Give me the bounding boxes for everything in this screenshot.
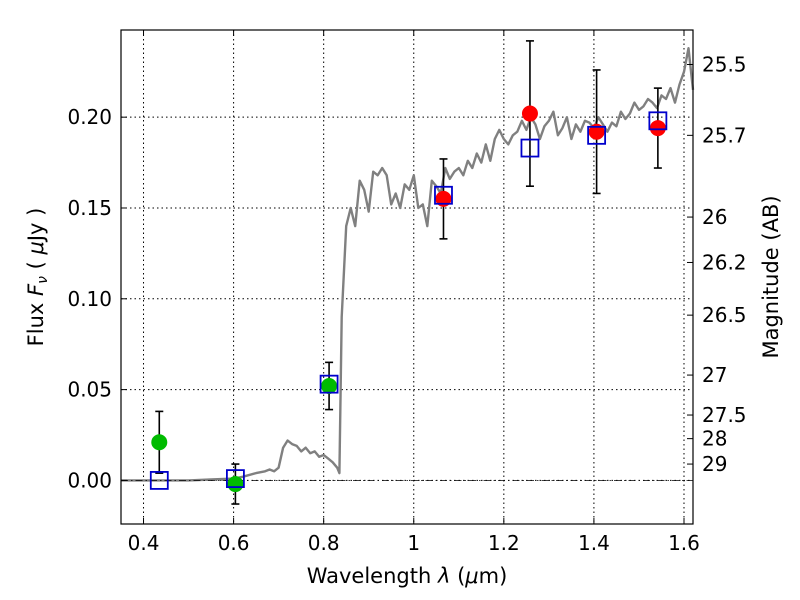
right-tick-label: 25.5	[702, 53, 747, 77]
y-tick-label: 0.15	[67, 196, 112, 220]
x-tick-label: 0.6	[218, 531, 250, 555]
y-tick-label: 0.00	[67, 468, 112, 492]
x-tick-label: 1.4	[578, 531, 610, 555]
detection-point	[588, 123, 605, 140]
blue_band-point	[321, 377, 338, 394]
x-tick-label: 0.8	[308, 531, 340, 555]
y-tick-label: 0.20	[67, 105, 112, 129]
axis-ticks: 0.4 0.6 0.8 1 1.2 1.4 1.6 0.00 0.05 0.10 0.15 0.20 2…	[67, 30, 747, 555]
model-photometry-square	[319, 374, 339, 394]
plot-frame	[120, 29, 694, 525]
data-markers	[149, 105, 668, 493]
model-photometry-square	[225, 469, 245, 488]
blue_band-point	[227, 476, 244, 493]
x-tick-label: 1.2	[488, 531, 520, 555]
right-tick-label: 26.2	[702, 250, 747, 274]
y-tick-label: 0.05	[67, 378, 112, 402]
right-tick-label: 27	[702, 363, 727, 387]
model-photometry-square	[648, 111, 668, 131]
y-tick-label: 0.10	[67, 287, 112, 311]
x-tick-label: 1.6	[668, 531, 700, 555]
detection-point	[521, 105, 538, 122]
model-photometry-square	[149, 471, 169, 490]
right-tick-label: 27.5	[702, 403, 747, 427]
model-spectrum-line	[121, 47, 695, 482]
right-tick-label: 25.7	[702, 123, 747, 147]
right-tick-label: 28	[702, 427, 727, 451]
grid-lines	[121, 30, 693, 524]
model-photometry-square	[520, 138, 540, 158]
x-axis-label: Wavelength λ (μm)	[307, 564, 508, 588]
right-tick-label: 26.5	[702, 303, 747, 327]
blue_band-point	[151, 434, 168, 451]
right-tick-label: 26	[702, 205, 727, 229]
error-bars	[155, 40, 662, 505]
model-spectrum	[121, 47, 695, 482]
detection-point	[435, 190, 452, 207]
detection-point	[649, 120, 666, 137]
y-axis-label: Flux Fν ( μJy )	[24, 208, 51, 347]
x-tick-label: 0.4	[128, 531, 160, 555]
right-tick-label: 29	[702, 452, 727, 476]
model-photometry-square	[434, 185, 453, 205]
x-tick-label: 1	[407, 531, 420, 555]
model-photometry-square	[587, 125, 607, 145]
right-axis-label: Magnitude (AB)	[759, 195, 783, 358]
